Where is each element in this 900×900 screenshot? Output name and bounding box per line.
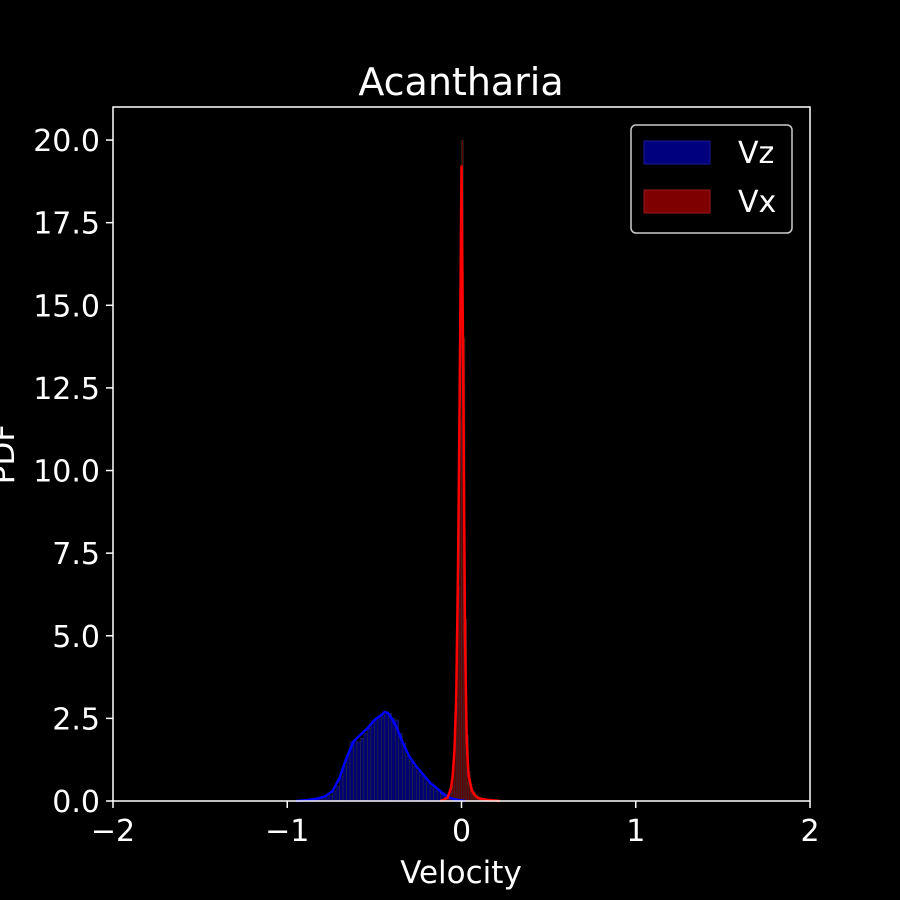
bar-vz-10 — [346, 754, 351, 802]
bar-vz-29 — [412, 766, 417, 802]
y-tick-label-6: 15.0 — [33, 289, 100, 324]
bar-vz-20 — [381, 714, 386, 802]
legend: Vz Vx — [630, 124, 793, 234]
y-axis-label: PDF — [0, 424, 22, 484]
chart-title: Acantharia — [358, 60, 563, 104]
bar-vz-21 — [384, 711, 389, 802]
y-tick-label-4: 10.0 — [33, 455, 100, 490]
bar-vz-6 — [332, 790, 337, 802]
kde-line-vz — [295, 710, 466, 803]
x-tick-label-0: −2 — [91, 814, 135, 849]
bar-vz-27 — [405, 756, 410, 802]
y-tick-label-8: 20.0 — [33, 124, 100, 159]
x-tick-label-1: −1 — [265, 814, 309, 849]
legend-swatch-vx — [643, 189, 711, 214]
y-tick-label-0: 0.0 — [52, 785, 100, 820]
x-ticks: −2 −1 0 1 2 — [91, 801, 820, 849]
bar-vz-14 — [360, 737, 365, 802]
bar-vz-34 — [429, 785, 434, 802]
bar-vz-8 — [339, 775, 344, 802]
y-tick-label-1: 2.5 — [52, 702, 100, 737]
bar-vz-17 — [370, 723, 375, 802]
kde-layer — [295, 165, 500, 803]
legend-label-vz: Vz — [738, 136, 774, 171]
bar-vz-19 — [377, 716, 382, 802]
x-axis-label: Velocity — [400, 855, 522, 891]
bar-vz-25 — [398, 733, 403, 802]
bar-vz-30 — [415, 771, 420, 802]
bar-vz-23 — [391, 718, 396, 802]
bar-vz-35 — [433, 788, 438, 802]
y-tick-label-2: 5.0 — [52, 620, 100, 655]
y-tick-label-3: 7.5 — [52, 537, 100, 572]
bar-vz-31 — [419, 774, 424, 802]
bar-vz-32 — [422, 777, 427, 802]
bar-vz-7 — [335, 785, 340, 802]
bar-vz-26 — [402, 742, 406, 802]
x-tick-label-4: 2 — [800, 814, 819, 849]
x-tick-label-2: 0 — [452, 814, 471, 849]
bar-vz-33 — [426, 782, 431, 802]
legend-swatch-vz — [643, 140, 711, 165]
x-tick-label-3: 1 — [626, 814, 645, 849]
y-tick-label-7: 17.5 — [33, 207, 100, 242]
bar-vz-13 — [356, 741, 361, 802]
bar-vz-18 — [374, 719, 379, 802]
bar-vz-5 — [328, 794, 333, 802]
y-tick-label-5: 12.5 — [33, 372, 100, 407]
bar-vz-16 — [367, 728, 372, 802]
y-ticks: 0.0 2.5 5.0 7.5 10.0 12.5 15.0 17.5 20.0 — [33, 124, 113, 820]
bar-vz-22 — [388, 713, 393, 802]
bar-vz-12 — [353, 739, 358, 802]
kde-line-vx — [440, 165, 500, 803]
legend-label-vx: Vx — [738, 185, 776, 220]
bar-vz-9 — [342, 766, 347, 802]
bar-vz-15 — [363, 733, 368, 802]
bar-vz-28 — [408, 761, 413, 802]
